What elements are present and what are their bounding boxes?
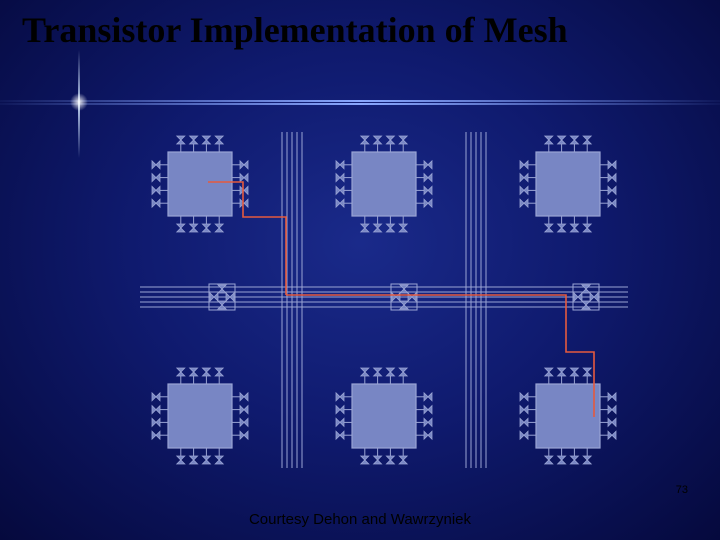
credit-text: Courtesy Dehon and Wawrzyniek <box>0 511 720 528</box>
slide-title: Transistor Implementation of Mesh <box>22 10 568 50</box>
divider-line <box>0 103 720 105</box>
divider-flare-core <box>70 93 88 111</box>
divider-line <box>0 100 720 102</box>
page-number: 73 <box>676 484 688 496</box>
mesh-diagram <box>108 122 638 480</box>
